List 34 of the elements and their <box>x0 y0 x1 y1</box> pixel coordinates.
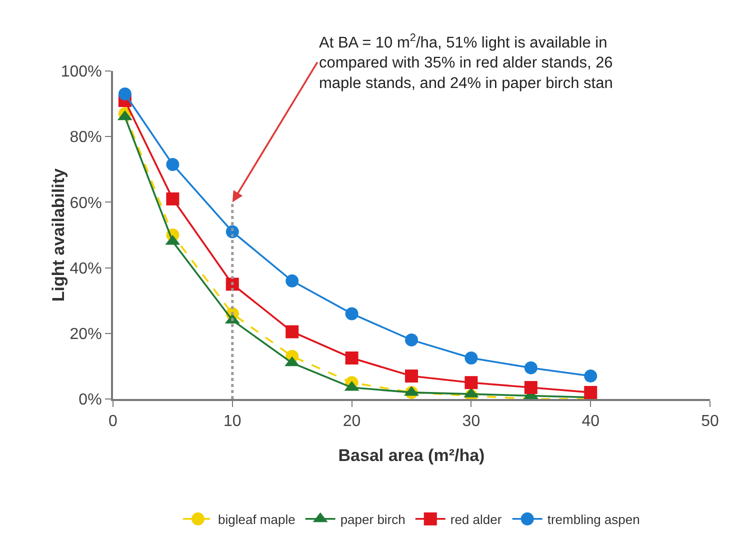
legend-label: bigleaf maple <box>218 512 296 527</box>
point <box>166 158 180 171</box>
point <box>584 370 598 383</box>
x-axis-title: Basal area (m²/ha) <box>338 446 485 465</box>
point <box>345 307 358 320</box>
point <box>166 192 180 206</box>
y-tick-label: 0% <box>78 392 102 409</box>
point <box>286 325 299 338</box>
x-tick-label: 20 <box>342 413 361 430</box>
y-tick-label: 100% <box>60 64 102 81</box>
point <box>464 352 478 364</box>
legend-label: red alder <box>450 512 502 527</box>
point <box>584 386 598 399</box>
y-tick-label: 60% <box>70 194 102 212</box>
legend-label: paper birch <box>340 512 406 527</box>
point <box>405 333 418 346</box>
x-tick-label: 10 <box>224 413 242 430</box>
y-tick-label: 40% <box>70 260 102 278</box>
point <box>405 370 418 383</box>
y-tick-label: 20% <box>70 326 102 343</box>
legend-label: trembling aspen <box>547 512 640 527</box>
y-axis-title: Light availability <box>48 168 68 302</box>
x-tick-label: 50 <box>701 413 719 430</box>
x-tick-label: 40 <box>582 413 600 430</box>
point <box>118 87 132 100</box>
point <box>464 376 478 390</box>
x-tick-label: 30 <box>462 413 480 430</box>
point <box>345 352 358 364</box>
point <box>286 274 299 288</box>
point <box>524 361 538 374</box>
x-tick-label: 0 <box>108 413 118 430</box>
y-tick-label: 80% <box>70 129 102 146</box>
point <box>524 381 538 394</box>
annotation: At BA = 10 m$^{2}$/ha, 51% light is available in compared with 35% in red alder stands, 26 maple stands, and 24% in paper birch stan <box>319 32 613 92</box>
